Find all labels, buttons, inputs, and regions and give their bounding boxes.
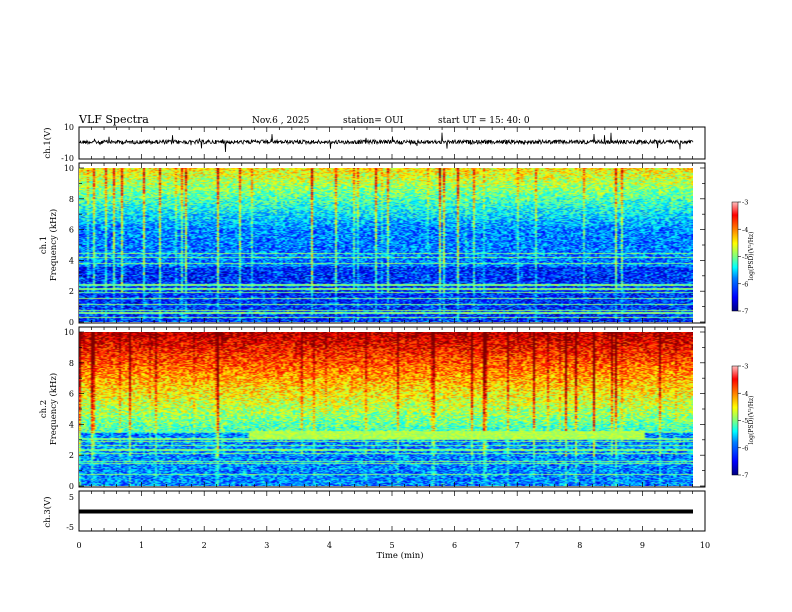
x-tick-label: 8 [577, 541, 582, 550]
colorbar-tick-label: -3 [742, 199, 748, 207]
y-tick-label: 8 [69, 359, 74, 368]
y-tick-label: 10 [64, 164, 74, 173]
colorbar-tick-label: -7 [742, 472, 748, 480]
start-time-label: start UT = 15: 40: 0 [438, 116, 530, 126]
y-tick-label: 10 [64, 328, 74, 337]
x-tick-label: 3 [264, 541, 269, 550]
station-label: station= OUI [343, 116, 404, 126]
y-tick-label: 6 [69, 390, 74, 399]
ch3-waveform-ylabel: ch.3(V) [42, 496, 53, 527]
x-axis-label: Time (min) [376, 550, 423, 561]
time-tick-marks [78, 127, 706, 531]
colorbar-tick-label: -5 [742, 417, 748, 425]
ch2-colorbar-ticks: -3 -4 -5 -6 -7 [738, 363, 748, 480]
ch2-spectrogram-ylabel-freq: Frequency (kHz) [48, 373, 59, 445]
y-tick-label: 2 [69, 451, 74, 460]
ch3-ytick-top: 5 [69, 493, 74, 502]
y-tick-label: 4 [69, 256, 74, 265]
ch1-spectrogram-ylabel-ch: ch.1 [39, 236, 49, 254]
ch1-ytick-top: 10 [64, 123, 74, 132]
x-tick-label: 0 [76, 541, 81, 550]
x-tick-label: 10 [700, 541, 710, 550]
y-tick-label: 6 [69, 226, 74, 235]
ch2-spectrogram-image [79, 332, 693, 486]
ch1-colorbar-ticks: -3 -4 -5 -6 -7 [738, 199, 748, 316]
ch2-spectrogram-ylabel-ch: ch.2 [39, 400, 49, 418]
ch2-spectrogram-panel: 0 2 4 6 8 10 ch.2 Frequency (kHz) [39, 326, 706, 491]
y-tick-label: 0 [69, 482, 74, 491]
ch2-colorbar: -3 -4 -5 -6 -7 log(PSD)(V²/Hz) [731, 363, 755, 480]
ch1-colorbar-gradient [731, 201, 739, 312]
ch1-colorbar-label: log(PSD)(V²/Hz) [748, 232, 755, 281]
figure-title: VLF Spectra [78, 113, 149, 126]
colorbar-tick-label: -6 [742, 280, 748, 288]
ch3-ytick-bottom: -5 [66, 523, 74, 532]
ch1-spectrogram-ylabel-freq: Frequency (kHz) [48, 209, 59, 281]
x-tick-label: 6 [452, 541, 457, 550]
ch2-colorbar-label: log(PSD)(V²/Hz) [748, 396, 755, 445]
y-tick-label: 2 [69, 287, 74, 296]
x-tick-label: 9 [640, 541, 645, 550]
ch1-spectrogram-yticks: 0 2 4 6 8 10 [64, 164, 705, 327]
ch1-waveform-line [78, 132, 694, 153]
ch3-waveform-panel: 5 -5 ch.3(V) [42, 490, 706, 532]
colorbar-tick-label: -4 [742, 390, 748, 398]
x-tick-label: 5 [389, 541, 394, 550]
colorbar-tick-label: -3 [742, 363, 748, 371]
x-tick-label: 4 [327, 541, 332, 550]
ch2-spectrogram-yticks: 0 2 4 6 8 10 [64, 328, 705, 491]
ch1-colorbar: -3 -4 -5 -6 -7 log(PSD)(V²/Hz) [731, 199, 755, 316]
x-tick-label: 1 [139, 541, 144, 550]
y-tick-label: 4 [69, 420, 74, 429]
x-tick-label: 2 [202, 541, 207, 550]
colorbar-tick-label: -5 [742, 253, 748, 261]
colorbar-tick-label: -7 [742, 308, 748, 316]
y-tick-label: 0 [69, 318, 74, 327]
ch1-waveform-panel: 10 -10 ch.1(V) [42, 123, 706, 163]
colorbar-tick-label: -4 [742, 226, 748, 234]
time-tick-labels: 0 1 2 3 4 5 6 7 8 9 10 [76, 541, 710, 550]
y-tick-label: 8 [69, 195, 74, 204]
ch1-ytick-bottom: -10 [61, 154, 74, 163]
date-label: Nov.6 , 2025 [252, 116, 310, 126]
ch1-waveform-ylabel: ch.1(V) [42, 127, 53, 158]
x-tick-label: 7 [515, 541, 520, 550]
ch2-colorbar-gradient [731, 365, 739, 476]
ch1-spectrogram-panel: 0 2 4 6 8 10 ch.1 Frequency (kHz) [39, 162, 706, 327]
ch1-spectrogram-image [79, 168, 693, 322]
colorbar-tick-label: -6 [742, 444, 748, 452]
